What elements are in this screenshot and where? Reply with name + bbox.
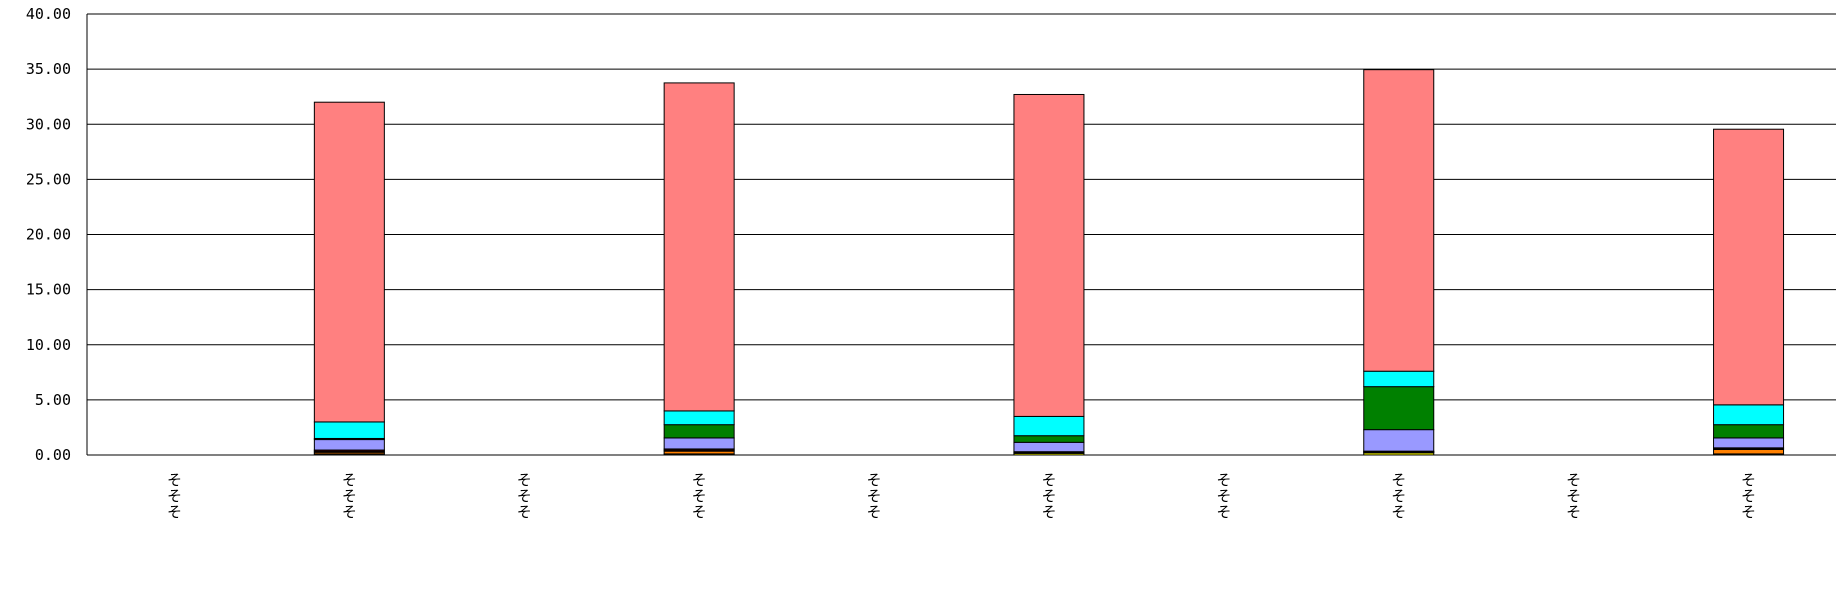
y-tick-label: 35.00 bbox=[26, 60, 71, 78]
bar-stack bbox=[1713, 128, 1785, 456]
x-category-label: そそそ bbox=[1216, 471, 1231, 521]
y-tick-label: 10.00 bbox=[26, 336, 71, 354]
y-tick-label: 15.00 bbox=[26, 281, 71, 299]
bar-segment bbox=[1363, 429, 1435, 452]
bar-segment bbox=[1713, 128, 1785, 406]
bar-segment bbox=[1013, 415, 1085, 437]
x-category-label: そそそ bbox=[692, 471, 707, 521]
bar-segment bbox=[1713, 448, 1785, 455]
bar-segment bbox=[1363, 386, 1435, 431]
bar-segment bbox=[1713, 424, 1785, 439]
bar-segment bbox=[1013, 441, 1085, 453]
bar-stack bbox=[1013, 93, 1085, 456]
y-tick-label: 25.00 bbox=[26, 170, 71, 188]
x-category-label: そそそ bbox=[1566, 471, 1581, 521]
bar-segment bbox=[1013, 435, 1085, 443]
bar-stack bbox=[663, 82, 735, 456]
bar-segment bbox=[1713, 404, 1785, 426]
x-category-label: そそそ bbox=[517, 471, 532, 521]
y-axis-tick-labels: 0.00 5.00 10.00 15.00 20.00 25.00 30.00 35.00 40… bbox=[26, 5, 71, 464]
x-category-label: そそそ bbox=[342, 471, 357, 521]
y-tick-label: 0.00 bbox=[35, 446, 71, 464]
bars bbox=[313, 69, 1785, 456]
bar-segment bbox=[1713, 437, 1785, 449]
bar-segment bbox=[663, 424, 735, 439]
bar-segment bbox=[1363, 370, 1435, 388]
bar-segment bbox=[313, 421, 385, 439]
y-tick-label: 40.00 bbox=[26, 5, 71, 23]
x-axis-category-labels: そそそ そそそ そそそ そそそ そそそ そそそ そそそ そそそ そそそ そそそ bbox=[167, 471, 1756, 521]
x-category-label: そそそ bbox=[1741, 471, 1756, 521]
bar-segment bbox=[663, 82, 735, 412]
bar-stack bbox=[1363, 69, 1435, 456]
bar-segment bbox=[663, 437, 735, 450]
x-category-label: そそそ bbox=[867, 471, 882, 521]
bar-segment bbox=[1363, 69, 1435, 372]
bar-segment bbox=[313, 439, 385, 451]
x-category-label: そそそ bbox=[1391, 471, 1406, 521]
y-tick-label: 5.00 bbox=[35, 391, 71, 409]
bar-stack bbox=[313, 101, 385, 456]
y-tick-label: 20.00 bbox=[26, 226, 71, 244]
bar-segment bbox=[1013, 93, 1085, 417]
x-category-label: そそそ bbox=[1041, 471, 1056, 521]
bar-segment bbox=[663, 410, 735, 426]
bar-segment bbox=[313, 101, 385, 423]
y-tick-label: 30.00 bbox=[26, 115, 71, 133]
x-category-label: そそそ bbox=[167, 471, 182, 521]
